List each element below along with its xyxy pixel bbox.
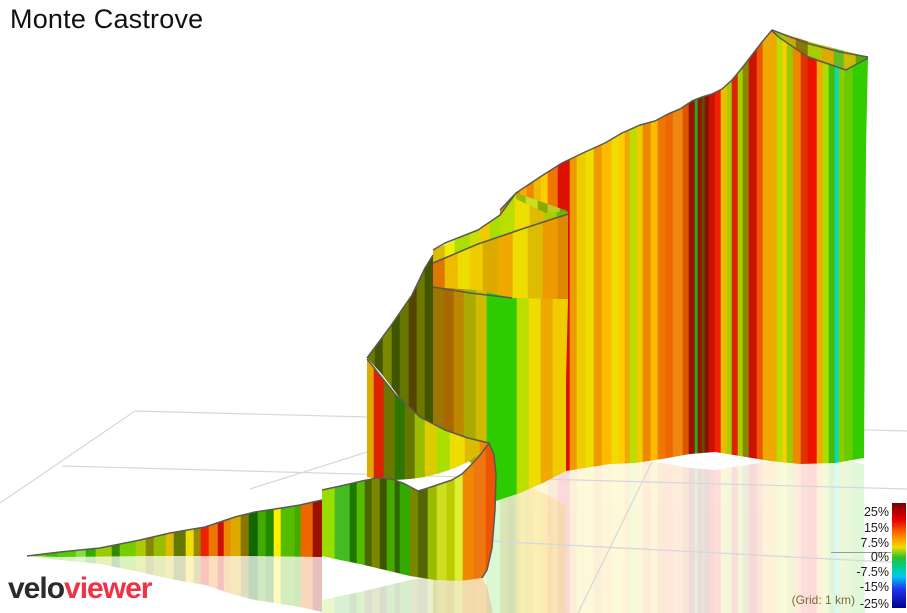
page-title: Monte Castrove xyxy=(10,4,204,34)
floor-grid-line-3 xyxy=(0,410,136,504)
ridge-outline-dark-fold-edge xyxy=(366,254,434,359)
ridge-outline-summit-fold-near xyxy=(771,30,869,71)
ridge-outline-big-wall-top xyxy=(499,29,869,211)
ridge-outline-fold-sliver-2-top xyxy=(432,286,513,299)
ridge-outline-start-sliver-top xyxy=(26,499,323,557)
logo-part-viewer: viewer xyxy=(64,572,152,605)
ridge-outline-front-loop-top xyxy=(321,442,497,579)
floor-grid-line-4 xyxy=(577,461,653,613)
reflection-big-wall xyxy=(500,451,868,613)
ridge-outline-band-a-top xyxy=(432,192,517,251)
veloviewer-logo[interactable]: veloviewer xyxy=(8,572,152,606)
ridge-outline-mid-wedge-top xyxy=(366,358,490,444)
wall-start-sliver xyxy=(27,500,322,557)
wall-band-c xyxy=(433,288,568,503)
logo-part-velo: velo xyxy=(8,572,65,605)
ridge-outline-band-a-bottom xyxy=(432,213,569,264)
